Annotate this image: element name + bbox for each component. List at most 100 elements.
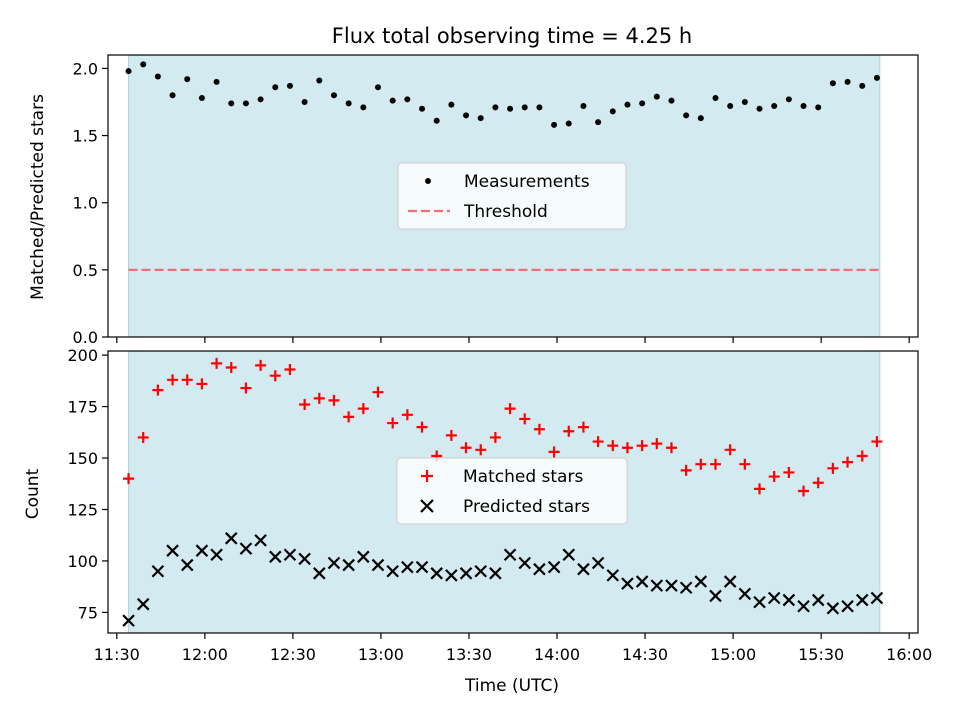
matched-star-point — [123, 473, 135, 485]
matched-star-point — [225, 361, 237, 373]
predicted-star-point — [445, 569, 458, 582]
matched-star-point — [621, 442, 633, 454]
measurement-point — [624, 101, 631, 108]
matched-star-point — [240, 382, 252, 394]
matched-star-point — [812, 477, 824, 489]
predicted-star-point — [533, 562, 546, 576]
matched-star-point — [856, 450, 868, 462]
matched-star-point — [196, 378, 208, 390]
measurement-point — [741, 99, 748, 105]
matched-star-point — [269, 370, 281, 382]
legend-label: Predicted stars — [463, 497, 590, 517]
measurement-point — [873, 74, 880, 81]
predicted-star-point — [738, 587, 752, 601]
measurement-point — [140, 61, 147, 68]
x-tick-label: 14:30 — [622, 645, 668, 664]
measurement-point — [492, 104, 499, 111]
bottom-y-tick-label: 100 — [67, 552, 98, 571]
measurement-point — [228, 100, 235, 107]
matched-star-point — [372, 386, 384, 398]
predicted-star-point — [811, 593, 825, 607]
predicted-star-point — [577, 562, 590, 576]
measurement-point — [257, 96, 264, 103]
top-y-tick-label: 1.0 — [73, 194, 98, 213]
predicted-star-point — [195, 544, 209, 557]
top-legend: Measurements Threshold — [397, 162, 627, 230]
measurement-point — [727, 103, 734, 110]
predicted-star-point — [621, 577, 634, 590]
matched-star-point — [724, 444, 736, 456]
predicted-star-point — [518, 556, 532, 570]
measurement-point — [785, 96, 792, 103]
matched-star-point — [607, 440, 619, 452]
matched-star-point — [563, 425, 575, 437]
predicted-star-point — [709, 589, 722, 603]
predicted-star-point — [870, 591, 884, 605]
measurement-point — [242, 100, 249, 107]
measurement-point — [859, 82, 866, 89]
predicted-star-point — [166, 544, 179, 557]
predicted-star-point — [430, 567, 443, 580]
predicted-star-point — [401, 560, 414, 574]
predicted-star-point — [386, 564, 399, 578]
predicted-star-point — [503, 548, 517, 562]
top-legend-box — [397, 162, 627, 230]
matched-star-point — [387, 417, 399, 429]
bottom-plot-frame — [107, 350, 919, 634]
matched-star-point — [299, 399, 311, 411]
matched-star-point — [548, 446, 560, 458]
predicted-star-point — [753, 595, 766, 609]
x-axis-label: Time (UTC) — [464, 676, 559, 696]
matched-star-point — [695, 458, 707, 470]
bottom-y-tick-label: 75 — [78, 603, 98, 622]
predicted-star-point — [415, 560, 429, 574]
measurement-point — [463, 112, 470, 119]
bottom-y-tick-label: 125 — [67, 500, 98, 519]
measurement-point — [389, 97, 396, 104]
bottom-y-tick-label: 150 — [67, 449, 98, 468]
top-y-axis-label: Matched/Predicted stars — [28, 94, 48, 300]
x-tick-label: 13:00 — [358, 645, 404, 664]
matched-star-point — [798, 485, 810, 497]
measurement-point — [609, 108, 616, 115]
measurement-point — [536, 104, 543, 111]
predicted-star-point — [122, 614, 135, 627]
matched-star-point — [357, 403, 369, 415]
predicted-star-point — [782, 593, 796, 607]
matched-star-point — [284, 364, 296, 376]
predicted-star-point — [136, 597, 150, 611]
measurement-point — [345, 100, 352, 107]
matched-star-point — [313, 392, 325, 404]
x-tick-label: 15:30 — [798, 645, 844, 664]
predicted-star-point — [371, 558, 385, 572]
measurement-point — [286, 82, 293, 89]
predicted-star-point — [855, 593, 869, 607]
predicted-star-point — [797, 599, 810, 613]
predicted-star-point — [694, 575, 708, 588]
measurement-point — [771, 103, 778, 110]
bottom-y-tick-label: 175 — [67, 398, 98, 417]
matched-star-point — [651, 438, 663, 450]
legend-swatch-predicted — [420, 499, 434, 513]
matched-star-point — [137, 431, 149, 443]
legend-label: Measurements — [464, 172, 590, 192]
measurement-point — [213, 78, 220, 85]
matched-star-point — [754, 483, 766, 495]
matched-star-point — [460, 442, 472, 454]
predicted-star-point — [606, 569, 620, 582]
matched-star-point — [680, 464, 692, 476]
measurement-point — [360, 104, 367, 111]
matched-star-point — [489, 431, 501, 443]
predicted-star-point — [665, 579, 678, 592]
top-y-tick-label: 2.0 — [73, 59, 98, 78]
predicted-star-point — [679, 581, 693, 594]
measurement-point — [198, 94, 205, 101]
bottom-series-1 — [123, 357, 883, 497]
predicted-star-point — [283, 548, 297, 562]
matched-star-point — [739, 458, 751, 470]
matched-star-point — [211, 357, 223, 369]
bottom-y-axis-label: Count — [23, 468, 43, 519]
measurement-point — [448, 101, 455, 108]
measurement-point — [154, 73, 161, 80]
